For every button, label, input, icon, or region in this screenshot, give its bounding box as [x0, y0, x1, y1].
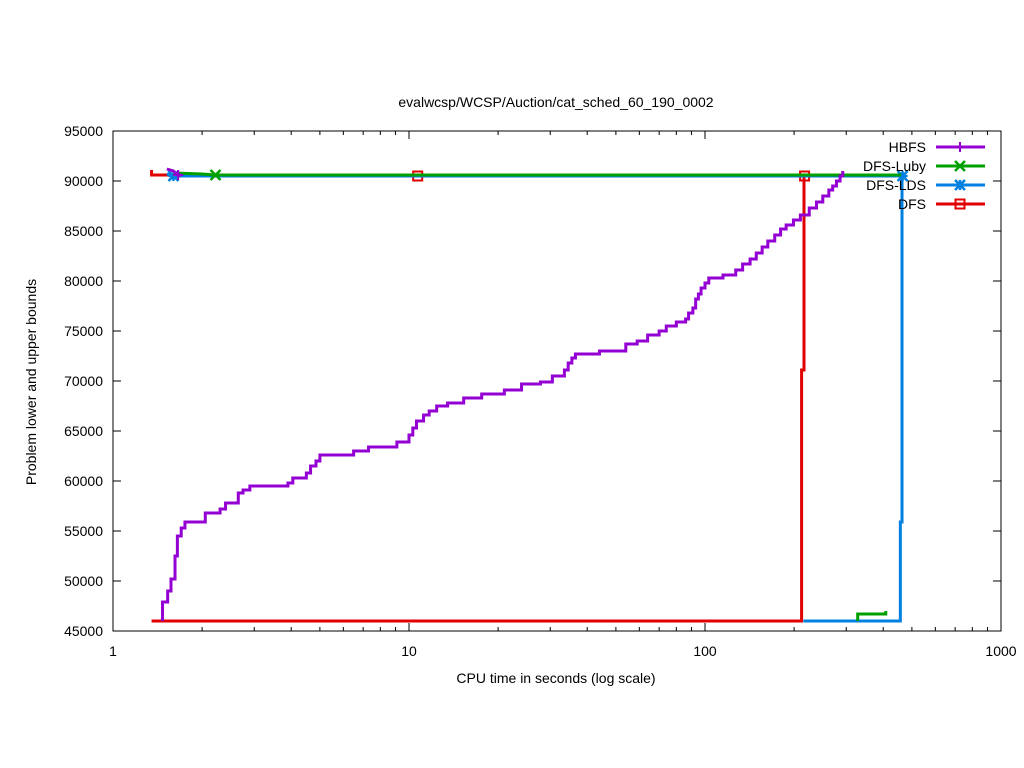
series-lower-bound-line [161, 171, 845, 621]
y-tick-label: 70000 [64, 373, 103, 389]
x-tick-label: 100 [693, 643, 717, 659]
legend-item-hbfs: HBFS [889, 139, 985, 155]
axis-ticks [112, 130, 1002, 632]
series-hbfs [161, 167, 845, 621]
plot-frame [112, 130, 1002, 632]
series-lower-bound-line [803, 176, 904, 623]
series-upper-bound-line [173, 171, 902, 177]
chart-title: evalwcsp/WCSP/Auction/cat_sched_60_190_0… [398, 94, 713, 110]
x-axis-label: CPU time in seconds (log scale) [456, 670, 655, 686]
series-marker [173, 170, 184, 180]
series-dfs-lds [166, 170, 909, 623]
series-lower-bound-line [856, 611, 888, 621]
y-tick-label: 45000 [64, 623, 103, 639]
legend: HBFS DFS-Luby DFS-LDS DFS [863, 139, 985, 212]
legend-item-dfs-lds: DFS-LDS [866, 177, 985, 193]
y-tick-label: 55000 [64, 523, 103, 539]
legend-label: DFS-LDS [866, 177, 926, 193]
legend-label: DFS-Luby [863, 158, 926, 174]
series-marker [896, 170, 909, 182]
y-tick-label: 65000 [64, 423, 103, 439]
y-tick-label: 50000 [64, 573, 103, 589]
y-tick-label: 75000 [64, 323, 103, 339]
legend-item-dfs: DFS [898, 196, 985, 212]
y-tick-label: 85000 [64, 223, 103, 239]
y-tick-label: 60000 [64, 473, 103, 489]
series-marker [954, 160, 966, 172]
series-marker [209, 169, 222, 181]
y-tick-label: 95000 [64, 123, 103, 139]
series-lower-bound-line [151, 176, 806, 623]
legend-item-dfs-luby: DFS-Luby [863, 158, 985, 174]
x-tick-label: 10 [401, 643, 417, 659]
series-marker [955, 142, 965, 152]
plot-area [150, 167, 909, 623]
legend-label: HBFS [889, 139, 926, 155]
series-dfs-luby [173, 169, 902, 621]
y-tick-label: 80000 [64, 273, 103, 289]
x-tick-label: 1000 [985, 643, 1016, 659]
series-marker [954, 198, 966, 210]
y-axis-label: Problem lower and upper bounds [23, 279, 39, 485]
y-tick-label: 90000 [64, 173, 103, 189]
legend-label: DFS [898, 196, 926, 212]
series-marker [954, 179, 966, 191]
x-tick-label: 1 [109, 643, 117, 659]
tick-labels: 1 10 100 1000 45000 50000 55000 60000 65000 70000… [64, 123, 1017, 659]
